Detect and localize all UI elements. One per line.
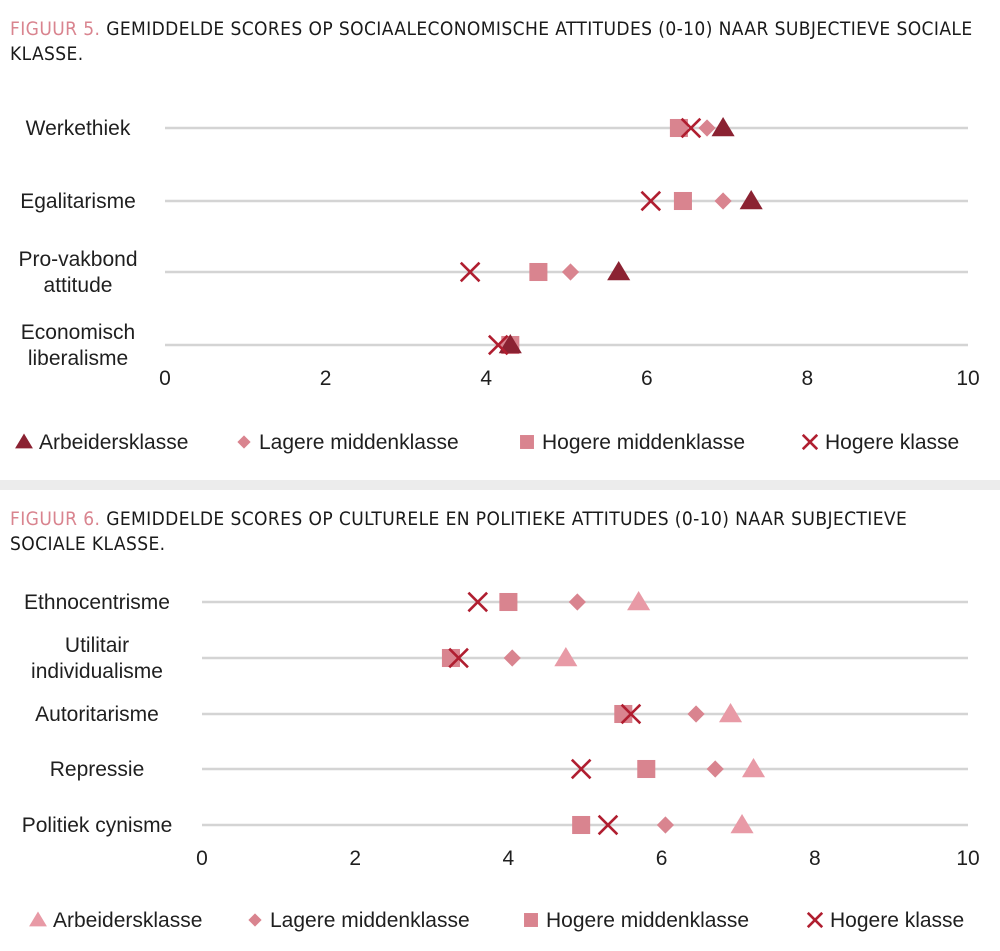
legend-label-hogere-middenklasse: Hogere middenklasse: [542, 431, 745, 454]
point-hogere-klasse-utilitair-individualisme: [448, 647, 469, 669]
point-arbeidersklasse-pro-vakbond-attitude: [607, 261, 631, 281]
point-arbeidersklasse-ethnocentrisme: [627, 591, 651, 611]
figure-6-number: FIGUUR 6.: [10, 508, 101, 530]
point-hogere-middenklasse-egalitarisme: [673, 191, 692, 211]
point-hogere-middenklasse-repressie: [637, 759, 656, 779]
category-label-attitude: attitude: [44, 274, 113, 297]
point-hogere-klasse-werkethiek: [680, 117, 702, 139]
x-tick-label-0: 0: [159, 367, 171, 390]
category-label-ethnocentrisme: Ethnocentrisme: [24, 591, 170, 614]
chart-cultureel-politiek: Ethnocentrisme Utilitair individualisme Aut…: [22, 591, 980, 932]
point-hogere-middenklasse-ethnocentrisme: [499, 592, 518, 612]
point-hogere-klasse-pro-vakbond-attitude: [459, 261, 481, 283]
point-hogere-klasse-economisch-liberalisme: [487, 334, 509, 356]
point-arbeidersklasse-egalitarisme: [739, 190, 763, 210]
x-tick-label-6: 6: [641, 367, 653, 390]
x-tick-label-8: 8: [809, 847, 821, 870]
legend-marker-lagere-middenklasse: [248, 913, 262, 927]
category-label-utilitair: Utilitair: [65, 634, 129, 657]
legend-marker-hogere-klasse: [806, 911, 824, 929]
legend-label-hogere-middenklasse: Hogere middenklasse: [546, 909, 749, 932]
point-lagere-middenklasse-autoritarisme: [687, 705, 705, 723]
category-label-politiek-cynisme: Politiek cynisme: [22, 814, 173, 837]
legend-marker-hogere-middenklasse: [520, 435, 534, 449]
chart-sociaaleconomisch: Werkethiek Egalitarisme Pro-vakbond attitud…: [15, 117, 980, 454]
point-hogere-klasse-ethnocentrisme: [467, 591, 489, 613]
legend-label-hogere-klasse: Hogere klasse: [825, 431, 959, 454]
legend-marker-arbeidersklasse: [15, 433, 33, 449]
legend-marker-hogere-middenklasse: [524, 913, 538, 927]
x-tick-label-10: 10: [956, 367, 979, 390]
x-tick-label-8: 8: [802, 367, 814, 390]
category-label-liberalisme: liberalisme: [28, 347, 128, 370]
point-lagere-middenklasse-repressie: [706, 760, 724, 778]
point-lagere-middenklasse-werkethiek: [698, 119, 716, 137]
x-tick-label-4: 4: [480, 367, 492, 390]
point-arbeidersklasse-economisch-liberalisme: [498, 334, 522, 354]
point-lagere-middenklasse-politiek-cynisme: [656, 816, 675, 834]
legend-marker-arbeidersklasse: [29, 911, 47, 927]
legend-label-arbeidersklasse: Arbeidersklasse: [53, 909, 202, 932]
legend-label-hogere-klasse: Hogere klasse: [830, 909, 964, 932]
point-hogere-klasse-autoritarisme: [620, 703, 642, 725]
x-tick-label-6: 6: [656, 847, 668, 870]
point-hogere-middenklasse-pro-vakbond-attitude: [529, 262, 548, 282]
point-lagere-middenklasse-pro-vakbond-attitude: [561, 263, 580, 281]
figure-6-panel: FIGUUR 6. GEMIDDELDE SCORES OP CULTURELE…: [0, 490, 1000, 951]
point-arbeidersklasse-repressie: [741, 758, 766, 778]
figure-6-title-text: GEMIDDELDE SCORES OP CULTURELE EN POLITI…: [10, 508, 908, 555]
figure-5-panel: FIGUUR 5. GEMIDDELDE SCORES OP SOCIAALEC…: [0, 0, 1000, 480]
point-arbeidersklasse-werkethiek: [711, 117, 735, 137]
point-lagere-middenklasse-ethnocentrisme: [568, 593, 586, 611]
x-tick-label-4: 4: [503, 847, 515, 870]
point-arbeidersklasse-autoritarisme: [718, 703, 743, 723]
category-label-egalitarisme: Egalitarisme: [20, 190, 136, 213]
point-lagere-middenklasse-utilitair-individualisme: [503, 649, 521, 667]
point-hogere-klasse-repressie: [570, 758, 592, 780]
point-hogere-klasse-egalitarisme: [640, 190, 662, 212]
legend-label-lagere-middenklasse: Lagere middenklasse: [270, 909, 470, 932]
figure-5-title-text: GEMIDDELDE SCORES OP SOCIAALECONOMISCHE …: [10, 18, 973, 65]
point-hogere-middenklasse-politiek-cynisme: [572, 815, 591, 835]
point-hogere-middenklasse-werkethiek: [669, 118, 688, 138]
x-tick-label-2: 2: [320, 367, 332, 390]
category-label-autoritarisme: Autoritarisme: [35, 703, 159, 726]
figure-5-number: FIGUUR 5.: [10, 18, 101, 40]
legend-label-arbeidersklasse: Arbeidersklasse: [39, 431, 188, 454]
category-label-pro-vakbond: Pro-vakbond: [18, 248, 137, 271]
category-label-werkethiek: Werkethiek: [26, 117, 131, 140]
point-hogere-klasse-politiek-cynisme: [597, 814, 619, 836]
category-label-individualisme: individualisme: [31, 660, 163, 683]
x-tick-label-2: 2: [349, 847, 361, 870]
legend-label-lagere-middenklasse: Lagere middenklasse: [259, 431, 459, 454]
point-lagere-middenklasse-egalitarisme: [714, 192, 732, 210]
category-label-economisch: Economisch: [21, 321, 135, 344]
x-tick-label-10: 10: [956, 847, 979, 870]
point-arbeidersklasse-politiek-cynisme: [730, 814, 754, 834]
figure-5-title: FIGUUR 5. GEMIDDELDE SCORES OP SOCIAALEC…: [10, 17, 985, 67]
legend-marker-lagere-middenklasse: [237, 435, 251, 449]
point-arbeidersklasse-utilitair-individualisme: [554, 647, 578, 667]
figure-6-title: FIGUUR 6. GEMIDDELDE SCORES OP CULTURELE…: [10, 507, 985, 557]
legend-marker-hogere-klasse: [801, 433, 819, 451]
category-label-repressie: Repressie: [50, 758, 145, 781]
x-tick-label-0: 0: [196, 847, 208, 870]
